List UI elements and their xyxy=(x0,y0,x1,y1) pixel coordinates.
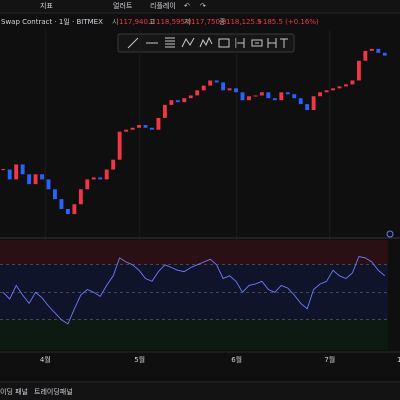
candle xyxy=(208,80,213,86)
candle xyxy=(91,177,96,180)
candle xyxy=(65,208,70,215)
candle xyxy=(356,60,361,81)
candle xyxy=(124,129,129,132)
candle xyxy=(182,98,187,103)
tool-measure[interactable] xyxy=(267,38,277,48)
candle xyxy=(201,85,206,91)
drawing-toolbar xyxy=(117,33,295,53)
tool-text[interactable] xyxy=(280,38,288,48)
candle xyxy=(20,164,25,175)
candle xyxy=(324,90,329,93)
rsi-line xyxy=(2,255,386,325)
open-label: 시 xyxy=(112,18,118,26)
candle xyxy=(221,82,226,91)
replay-button[interactable]: 리플레이 xyxy=(150,1,176,10)
x-tick-label: 6월 xyxy=(231,355,242,364)
candle xyxy=(156,117,161,130)
candle xyxy=(111,159,116,170)
candle xyxy=(376,48,381,53)
bottom-tab[interactable]: 이딩 패널 xyxy=(0,387,28,396)
candle xyxy=(344,84,348,87)
high-label: 고 xyxy=(149,18,156,26)
candle xyxy=(350,80,355,85)
tool-rect[interactable] xyxy=(218,38,230,48)
candle xyxy=(104,169,109,180)
bottom-bar xyxy=(0,382,400,400)
tool-range[interactable] xyxy=(235,38,245,48)
candle xyxy=(279,92,284,101)
candle xyxy=(143,125,148,128)
candle xyxy=(259,92,264,96)
candle xyxy=(247,96,251,101)
candle xyxy=(234,88,238,93)
candle xyxy=(27,174,32,185)
candle xyxy=(78,189,83,205)
open: 117,940.0 xyxy=(119,18,155,26)
candle xyxy=(188,95,193,99)
candle xyxy=(285,92,290,95)
x-tick-label: 4월 xyxy=(40,355,51,364)
alerts-button[interactable]: 얼러트 xyxy=(113,1,133,10)
low-label: 저 xyxy=(184,17,190,26)
candle xyxy=(72,204,77,215)
candle xyxy=(337,86,342,89)
candle xyxy=(227,88,232,91)
undo[interactable]: ↶ xyxy=(184,2,190,10)
candle xyxy=(33,174,38,185)
time-label: 18 xyxy=(397,356,400,364)
candle xyxy=(298,98,303,105)
candle xyxy=(46,179,51,190)
panel-control[interactable] xyxy=(386,230,394,238)
candle xyxy=(14,164,19,180)
candle xyxy=(305,104,310,111)
candle xyxy=(214,80,219,83)
candle xyxy=(369,48,374,51)
bottom-tab[interactable]: 트레이딩패널 xyxy=(34,387,73,396)
drawing-toolbar-frame xyxy=(117,33,295,53)
oversold-zone xyxy=(0,319,388,350)
top-bar xyxy=(0,0,400,13)
tool-trendline[interactable] xyxy=(127,37,139,49)
candle xyxy=(292,94,297,99)
close: 118,125.5 xyxy=(226,18,262,26)
candle xyxy=(40,174,44,180)
tool-note[interactable] xyxy=(251,39,263,47)
change: +185.5 (+0.16%) xyxy=(257,18,319,26)
candle xyxy=(253,95,258,97)
candle xyxy=(195,90,200,96)
candle xyxy=(175,100,180,103)
candle xyxy=(98,177,103,180)
high: 118,595.0 xyxy=(156,18,192,26)
redo[interactable]: ↷ xyxy=(200,2,206,10)
overbought-zone xyxy=(0,240,388,265)
close-label: 종 xyxy=(219,18,226,26)
candle xyxy=(331,88,335,91)
indicators-button[interactable]: 지표 xyxy=(40,1,53,10)
candle xyxy=(53,189,57,200)
candle xyxy=(382,52,387,56)
tool-fib[interactable] xyxy=(165,37,175,48)
candle xyxy=(150,127,154,130)
symbol: Swap Contract · 1일 · BITMEX xyxy=(1,17,103,26)
candle xyxy=(137,125,141,128)
candle xyxy=(311,96,316,111)
candle xyxy=(85,179,90,190)
tool-pattern[interactable] xyxy=(181,37,195,48)
candle xyxy=(240,92,245,101)
candle xyxy=(7,169,12,180)
candle xyxy=(169,100,174,105)
candle xyxy=(130,127,135,130)
x-tick-label: 7월 xyxy=(324,355,335,364)
x-tick-label: 5월 xyxy=(134,355,145,364)
tool-wave[interactable] xyxy=(199,36,213,48)
candle xyxy=(318,92,323,97)
low: 117,750.0 xyxy=(191,18,227,26)
candle xyxy=(266,92,271,99)
candle xyxy=(59,199,64,209)
candle xyxy=(363,50,368,61)
candle xyxy=(117,131,122,160)
candle xyxy=(162,104,167,118)
candle xyxy=(272,98,277,101)
